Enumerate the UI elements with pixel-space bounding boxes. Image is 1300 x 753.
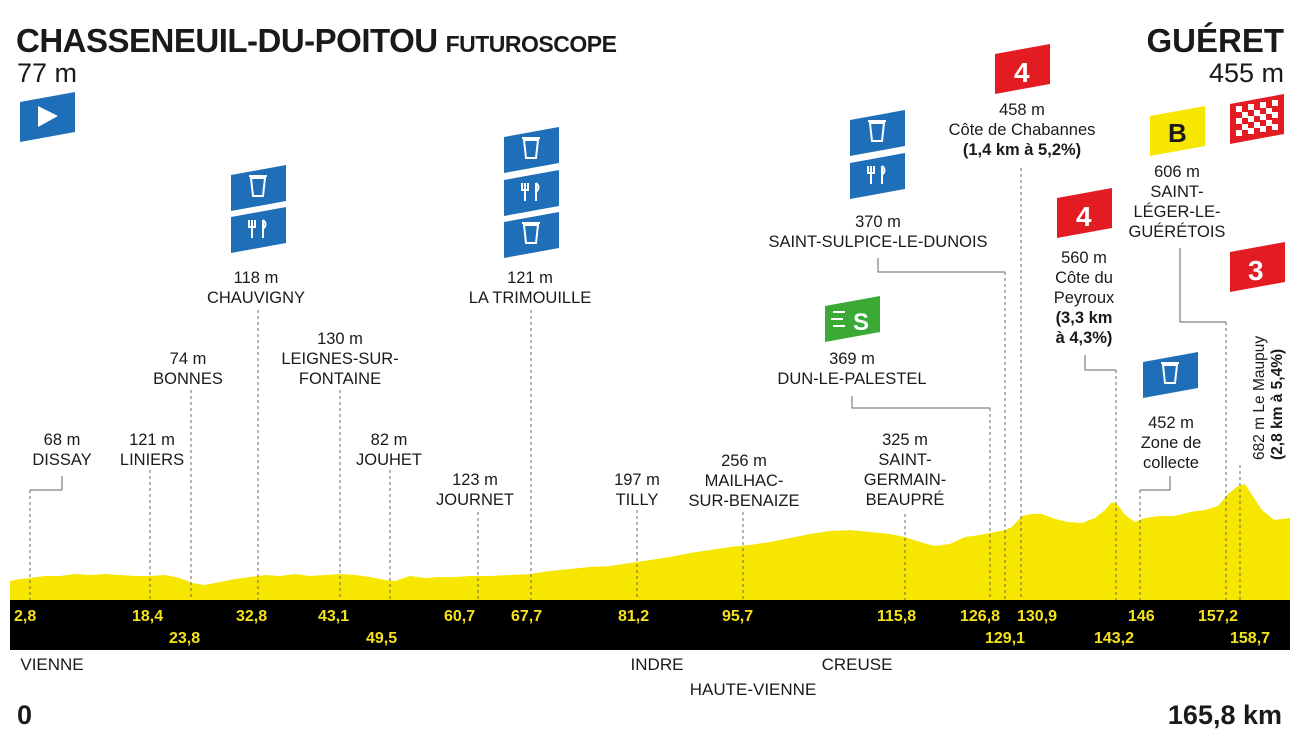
dept-vienne: VIENNE <box>20 655 84 674</box>
km-bottom-3: 143,2 <box>1094 630 1134 647</box>
climb-cat4-chabannes-icon: 4 <box>995 44 1050 94</box>
waste-zone-icon <box>1143 352 1198 398</box>
distance-end: 165,8 km <box>1167 700 1282 730</box>
waste-zone-icon <box>504 212 559 258</box>
start-town: CHASSENEUIL-DU-POITOU FUTUROSCOPE <box>16 22 617 60</box>
km-top-0: 2,8 <box>14 608 36 625</box>
place-liniers: 121 m LINIERS <box>119 431 185 469</box>
km-top-6: 81,2 <box>618 608 649 625</box>
dept-haute-vienne: HAUTE-VIENNE <box>689 680 817 699</box>
km-bottom-2: 129,1 <box>985 630 1025 647</box>
place-saint-leger-le-gueretois: 606 m SAINT- LÉGER-LE- GUÉRÉTOIS <box>1128 163 1226 241</box>
km-top-3: 43,1 <box>318 608 349 625</box>
place-la-trimouille: 121 m LA TRIMOUILLE <box>468 269 592 307</box>
climb-cat3-maupuy-icon: 3 <box>1230 242 1285 292</box>
place-mailhac-sur-benaize: 256 m MAILHAC- SUR-BENAIZE <box>688 452 800 510</box>
dept-indre: INDRE <box>630 655 684 674</box>
place-cote-de-chabannes: 458 m Côte de Chabannes (1,4 km à 5,2%) <box>948 101 1096 159</box>
bonus-label: B <box>1168 118 1187 148</box>
km-bottom-4: 158,7 <box>1230 630 1270 647</box>
dept-creuse: CREUSE <box>821 655 893 674</box>
place-chauvigny: 118 m CHAUVIGNY <box>206 269 306 307</box>
km-top-8: 115,8 <box>877 608 916 625</box>
leader-lines <box>29 168 1241 600</box>
km-top-9: 126,8 <box>960 608 1000 625</box>
place-cote-du-peyroux: 560 m Côte du Peyroux (3,3 km à 4,3%) <box>1053 249 1115 347</box>
km-top-10: 130,9 <box>1017 608 1057 625</box>
waste-zone-icon <box>231 165 286 211</box>
sprint-label: S <box>853 309 869 336</box>
km-band <box>10 600 1290 650</box>
km-bottom-1: 49,5 <box>366 630 397 647</box>
climb-cat-1: 4 <box>1014 57 1030 88</box>
climb-cat-2: 4 <box>1076 201 1092 232</box>
place-saint-sulpice-le-dunois: 370 m SAINT-SULPICE-LE-DUNOIS <box>768 213 988 251</box>
elevation-profile <box>10 484 1290 600</box>
distance-start: 0 <box>17 700 33 730</box>
waste-zone-icon <box>850 110 905 156</box>
start-name: CHASSENEUIL-DU-POITOU <box>16 22 438 59</box>
feed-zone-icon <box>504 170 559 216</box>
feed-zone-icon <box>231 207 286 253</box>
start-altitude: 77 m <box>17 58 78 88</box>
place-dun-le-palestel: 369 m DUN-LE-PALESTEL <box>777 350 927 388</box>
sprint-icon: S <box>825 296 880 342</box>
feed-zone-icon <box>850 153 905 199</box>
place-dissay: 68 m DISSAY <box>32 431 92 469</box>
finish-altitude: 455 m <box>1208 58 1284 88</box>
place-leignes-sur-fontaine: 130 m LEIGNES-SUR- FONTAINE <box>281 330 399 388</box>
km-top-7: 95,7 <box>722 608 753 625</box>
place-zone-de-collecte: 452 m Zone de collecte <box>1140 414 1202 472</box>
km-top-4: 60,7 <box>444 608 475 625</box>
bonus-point-icon: B <box>1150 106 1205 156</box>
km-top-1: 18,4 <box>132 608 163 625</box>
finish-town: GUÉRET <box>1146 22 1284 59</box>
climb-cat4-peyroux-icon: 4 <box>1057 188 1112 238</box>
place-bonnes: 74 m BONNES <box>153 350 223 388</box>
place-jouhet: 82 m JOUHET <box>356 431 422 469</box>
km-bottom-0: 23,8 <box>169 630 200 647</box>
place-tilly: 197 m TILLY <box>614 471 660 509</box>
place-le-maupuy: 682 m Le Maupuy (2,8 km à 5,4%) <box>1251 335 1286 460</box>
km-top-5: 67,7 <box>511 608 542 625</box>
place-journet: 123 m JOURNET <box>436 471 514 509</box>
start-flag-icon <box>20 92 75 142</box>
start-sub: FUTUROSCOPE <box>445 31 617 57</box>
place-saint-germain-beaupre: 325 m SAINT- GERMAIN- BEAUPRÉ <box>863 431 947 509</box>
km-labels: 2,8 18,4 32,8 43,1 60,7 67,7 81,2 95,7 1… <box>14 608 1270 647</box>
km-top-2: 32,8 <box>236 608 267 625</box>
km-top-11: 146 <box>1128 608 1155 625</box>
feed-zone-icons <box>231 110 1198 398</box>
waste-zone-icon <box>504 127 559 173</box>
finish-flag-icon <box>1230 94 1284 144</box>
climb-cat-3: 3 <box>1248 255 1264 286</box>
km-top-12: 157,2 <box>1198 608 1238 625</box>
